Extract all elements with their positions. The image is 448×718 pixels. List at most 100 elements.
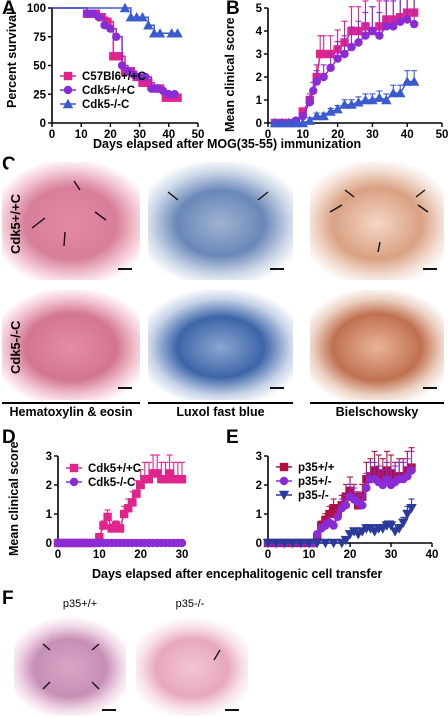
y-tick-label: 50: [33, 61, 46, 73]
data-point: [287, 538, 298, 549]
x-tick-label: 10: [296, 129, 309, 141]
legend-marker: [279, 462, 289, 472]
data-point: [173, 93, 182, 102]
y-tick-label: 1: [256, 95, 263, 107]
data-point: [153, 469, 162, 478]
x-tick-label: 20: [104, 129, 117, 141]
data-point: [378, 480, 387, 490]
data-point: [279, 538, 290, 549]
data-point: [326, 63, 335, 72]
data-point: [320, 538, 331, 549]
x-tick-label: 50: [192, 129, 205, 141]
data-point: [319, 72, 328, 82]
data-point: [154, 28, 166, 38]
stain-underline-lfb: [148, 402, 293, 404]
x-tick-label: 30: [385, 549, 398, 561]
data-point: [407, 466, 416, 475]
data-point: [114, 52, 124, 61]
data-point: [318, 110, 329, 121]
y-tick-label: 3: [256, 451, 262, 463]
data-point: [106, 24, 115, 33]
data-point: [161, 475, 170, 484]
data-point: [396, 17, 405, 26]
data-point: [82, 9, 92, 18]
data-point: [368, 26, 377, 36]
data-point: [361, 31, 370, 40]
y-tick-label: 2: [46, 480, 52, 492]
data-point: [137, 12, 148, 22]
legend-marker: [69, 477, 79, 487]
legend-a: C57Bl6+/+C Cdk5+/+C Cdk5-/-C: [60, 71, 146, 111]
histology-f-wt: [14, 616, 126, 716]
data-point: [161, 93, 171, 102]
histology-biel-ko: [310, 290, 444, 400]
series-line-2: [52, 7, 178, 35]
data-point: [319, 49, 328, 59]
legend-label: Cdk5+/+C: [82, 85, 135, 97]
data-point: [172, 28, 183, 38]
data-point: [402, 509, 413, 520]
legend-label: Cdk5+/+C: [88, 463, 141, 475]
data-point: [177, 538, 187, 548]
panel-label-d: D: [2, 427, 16, 448]
data-point: [362, 483, 371, 493]
data-point: [147, 84, 156, 93]
histology-biel-wt: [310, 162, 444, 280]
y-tick-label: 5: [256, 3, 263, 15]
data-point: [144, 78, 153, 87]
legend-label: p35-/-: [298, 490, 329, 502]
legend-marker: [279, 476, 289, 486]
data-point: [271, 538, 282, 549]
stain-underline-biel: [310, 402, 444, 404]
data-point: [382, 22, 391, 31]
data-point: [360, 94, 371, 105]
panel-label-b: B: [226, 0, 240, 19]
data-point: [132, 489, 141, 498]
data-point: [94, 13, 103, 22]
data-point: [329, 521, 338, 530]
histology-he-ko: [2, 290, 140, 400]
data-point: [115, 524, 125, 533]
data-point: [311, 110, 322, 121]
data-point: [165, 469, 174, 478]
data-point: [298, 107, 307, 116]
data-point: [290, 117, 302, 128]
data-point: [95, 533, 104, 542]
legend-label: C57Bl6+/+C: [82, 71, 146, 83]
data-point: [321, 515, 330, 524]
data-point: [312, 538, 323, 549]
x-tick-label: 20: [344, 549, 357, 561]
data-point: [144, 475, 154, 484]
x-tick-label: 0: [55, 549, 61, 561]
data-point: [312, 77, 321, 86]
y-tick-label: 0: [40, 118, 46, 130]
x-tick-label: 10: [93, 549, 106, 561]
chart-d: 0 10 20 30 0 1 2 3: [46, 451, 189, 561]
chart-b: 0 10 20 30 40 50 0 1 2 3 4 5: [256, 0, 448, 141]
y-tick-label: 4: [256, 26, 263, 38]
data-point: [402, 76, 413, 86]
histology-lfb-ko: [148, 290, 293, 400]
data-point: [403, 472, 412, 481]
histology-he-wt: [2, 162, 140, 280]
data-point: [305, 98, 314, 107]
data-point: [124, 504, 133, 513]
data-point: [406, 504, 417, 514]
data-point: [409, 19, 419, 29]
x-tick-label: 40: [162, 129, 175, 141]
data-point: [164, 90, 173, 99]
data-point: [304, 115, 315, 125]
x-tick-label: 10: [303, 549, 316, 561]
data-point: [333, 512, 342, 522]
legend-label: p35+/-: [298, 476, 332, 488]
y-tick-label: 0: [46, 538, 52, 550]
data-point: [143, 20, 154, 30]
legend-marker: [278, 490, 290, 501]
f-label-ko: p35-/-: [175, 598, 205, 610]
y-tick-label: 1: [46, 509, 53, 521]
x-tick-label: 30: [366, 129, 379, 141]
x-tick-label: 30: [133, 129, 146, 141]
data-point: [295, 538, 306, 549]
y-tick-label: 100: [27, 3, 46, 15]
